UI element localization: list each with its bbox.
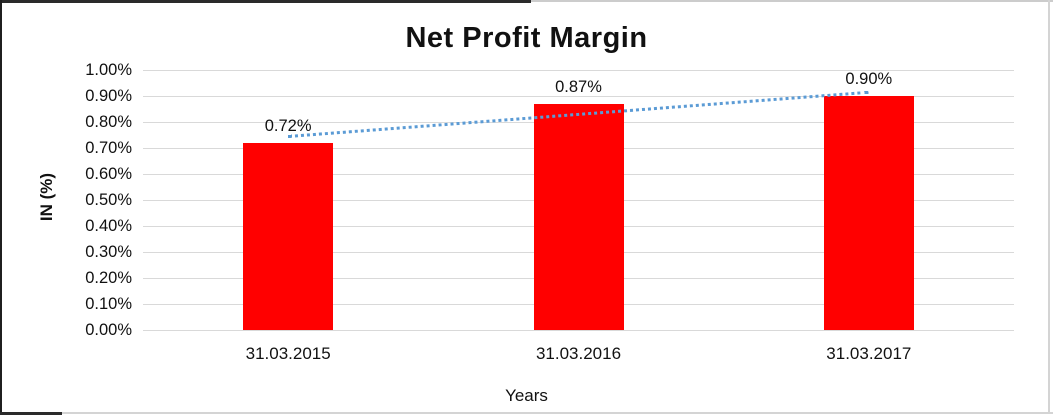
x-axis-category-label: 31.03.2016 — [535, 344, 622, 363]
gridline — [143, 330, 1014, 331]
bar — [823, 96, 914, 330]
y-axis-tick-label: 0.00% — [85, 321, 132, 339]
frame-border-left-black — [0, 0, 2, 415]
y-axis-tick-label: 0.70% — [85, 139, 132, 157]
y-axis-tick-label: 0.90% — [85, 87, 132, 105]
y-axis-tick-label: 0.30% — [85, 243, 132, 261]
frame-border-bottom-gray — [0, 412, 1053, 414]
bar-data-label: 0.72% — [264, 116, 312, 135]
frame-border-right-gray — [1048, 0, 1050, 414]
x-axis-category-label: 31.03.2017 — [826, 344, 912, 363]
y-axis-tick-label: 0.50% — [85, 191, 132, 209]
y-axis-tick-label: 1.00% — [85, 61, 132, 79]
x-axis-category-label: 31.03.2015 — [245, 344, 331, 363]
frame-border-bottom-black — [0, 412, 62, 415]
frame-border-top-black — [0, 0, 531, 3]
y-axis-tick-label: 0.80% — [85, 113, 132, 131]
y-axis-tick-label: 0.20% — [85, 269, 132, 287]
bar — [243, 142, 334, 330]
bar — [533, 103, 624, 330]
x-axis-title: Years — [505, 386, 548, 405]
y-axis-tick-label: 0.40% — [85, 217, 132, 235]
bar-data-label: 0.87% — [555, 77, 602, 96]
gridline — [143, 70, 1014, 71]
bar-data-label: 0.90% — [845, 70, 893, 88]
gridline — [143, 96, 1014, 97]
chart-title: Net Profit Margin — [405, 22, 648, 54]
y-axis-tick-label: 0.60% — [85, 165, 132, 183]
y-axis-tick-label: 0.10% — [85, 295, 132, 313]
